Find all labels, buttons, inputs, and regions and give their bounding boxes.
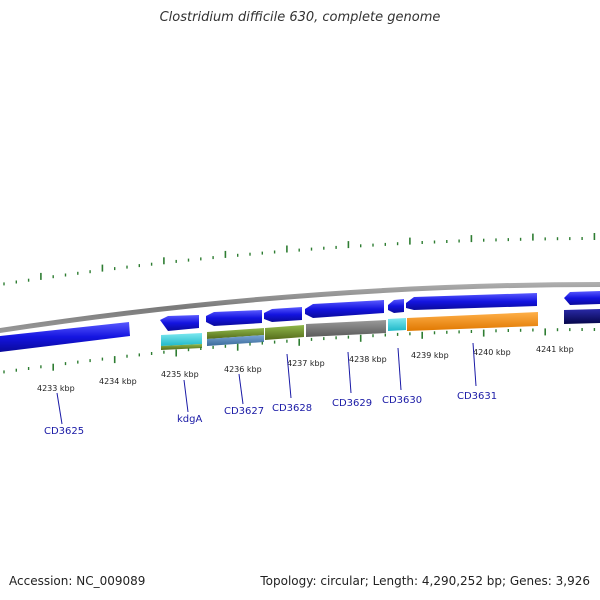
gene-cd3629-arrow[interactable] xyxy=(305,300,384,318)
kbp-label: 4240 kbp xyxy=(473,348,511,357)
kbp-label: 4234 kbp xyxy=(99,377,137,386)
leader-line-cd3627 xyxy=(238,373,244,405)
leader-line-kdga xyxy=(183,379,189,413)
kbp-label: 4237 kbp xyxy=(287,359,325,368)
kbp-label: 4235 kbp xyxy=(161,370,199,379)
gene-label-cd3625[interactable]: CD3625 xyxy=(44,426,84,437)
leader-line-cd3631 xyxy=(472,342,477,387)
right-edge-feature-navy xyxy=(564,309,600,324)
gene-cd3625-arrow[interactable] xyxy=(0,322,130,352)
cd3631-feature-orange xyxy=(407,312,538,331)
gene-label-cd3631[interactable]: CD3631 xyxy=(457,391,497,402)
leader-line-cd3629 xyxy=(347,351,352,394)
accession-text: Accession: NC_009089 xyxy=(9,574,146,588)
kdga-feature-cyan xyxy=(161,333,202,346)
leader-line-cd3628 xyxy=(286,353,292,399)
leader-line-cd3630 xyxy=(397,347,402,391)
gene-label-cd3628[interactable]: CD3628 xyxy=(272,403,312,414)
cd3630-feature-cyan xyxy=(388,318,406,331)
leader-line-cd3625 xyxy=(56,392,63,425)
gene-leader-lines xyxy=(56,342,477,425)
cd3629-feature-gray xyxy=(306,320,386,337)
cd3627-feature-olive xyxy=(207,328,264,339)
gene-cd3628-arrow[interactable] xyxy=(264,307,302,322)
kbp-label: 4236 kbp xyxy=(224,365,262,374)
cd3627-feature-steel xyxy=(207,335,264,346)
kbp-label: 4238 kbp xyxy=(349,355,387,364)
genome-backbone xyxy=(0,282,600,333)
kbp-label-group: 4233 kbp 4234 kbp 4235 kbp 4236 kbp 4237… xyxy=(37,345,574,393)
lower-tick-row xyxy=(3,328,596,374)
kbp-label: 4241 kbp xyxy=(536,345,574,354)
gene-label-cd3630[interactable]: CD3630 xyxy=(382,395,422,406)
kdga-feature-olive xyxy=(161,344,202,350)
gene-label-group: CD3625 kdgA CD3627 CD3628 CD3629 CD3630 … xyxy=(44,391,497,437)
gene-cd3627-arrow[interactable] xyxy=(206,310,262,326)
gene-cd3631-arrow[interactable] xyxy=(406,293,537,310)
kbp-label: 4233 kbp xyxy=(37,384,75,393)
kbp-label: 4239 kbp xyxy=(411,351,449,360)
gene-kdga-arrow[interactable] xyxy=(160,315,199,331)
gene-right-edge-arrow[interactable] xyxy=(564,291,600,305)
gene-label-cd3627[interactable]: CD3627 xyxy=(224,406,264,417)
cd3628-feature-olive xyxy=(265,325,304,340)
gene-label-cd3629[interactable]: CD3629 xyxy=(332,398,372,409)
topology-text: Topology: circular; Length: 4,290,252 bp… xyxy=(260,574,590,588)
upper-tick-row xyxy=(3,233,596,286)
gene-label-kdga[interactable]: kdgA xyxy=(177,414,202,425)
gene-cd3630-arrow[interactable] xyxy=(388,299,404,313)
map-title: Clostridium difficile 630, complete geno… xyxy=(159,10,441,25)
